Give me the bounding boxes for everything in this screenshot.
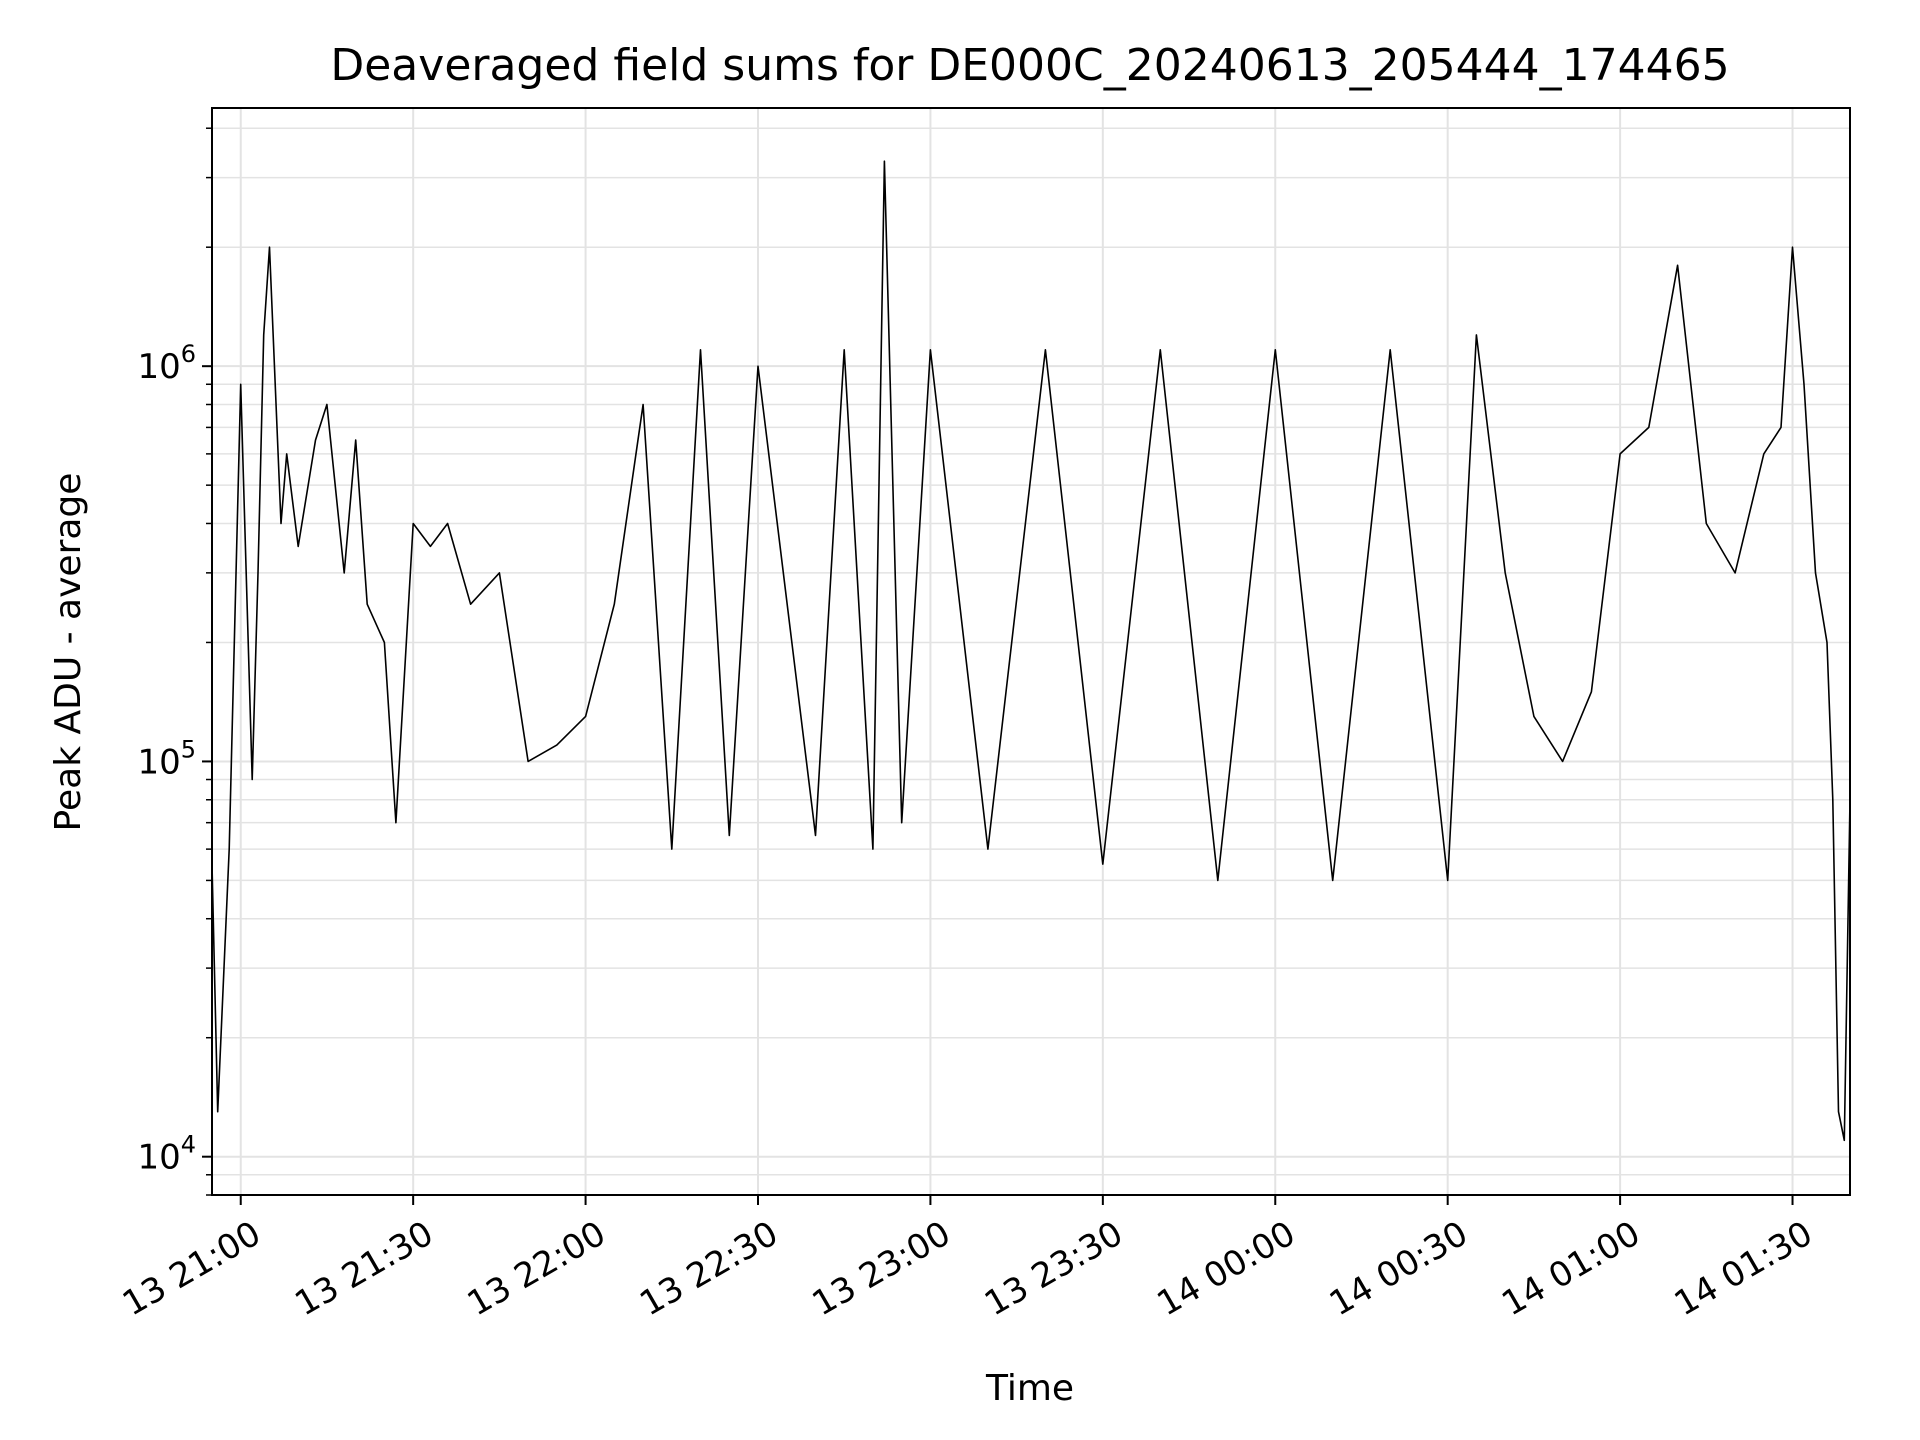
plot-frame xyxy=(211,107,1851,1196)
x-tick-label: 13 23:00 xyxy=(806,1214,958,1325)
y-axis-label: Peak ADU - average xyxy=(48,473,89,832)
series-layer xyxy=(211,160,1851,1142)
y-tick-label: 105 xyxy=(137,735,196,782)
x-tick-label: 14 01:30 xyxy=(1668,1214,1820,1325)
x-tick-label: 13 22:00 xyxy=(461,1214,613,1325)
x-tick-label: 13 21:00 xyxy=(116,1214,268,1325)
x-tick-label: 14 00:00 xyxy=(1150,1214,1302,1325)
x-axis-ticks: 13 21:00 13 21:30 13 22:00 13 22:30 13 23:00… xyxy=(116,1195,1819,1324)
grid-lines xyxy=(212,108,1850,1196)
x-axis-label: Time xyxy=(985,1368,1074,1409)
data-series-line xyxy=(211,160,1851,1142)
y-tick-label: 104 xyxy=(137,1131,196,1178)
y-tick-label: 106 xyxy=(137,340,196,387)
x-tick-label: 13 21:30 xyxy=(288,1214,440,1325)
x-tick-label: 14 00:30 xyxy=(1323,1214,1475,1325)
chart-title: Deaveraged field sums for DE000C_2024061… xyxy=(330,40,1729,91)
x-tick-label: 14 01:00 xyxy=(1495,1214,1647,1325)
x-tick-label: 13 22:30 xyxy=(633,1214,785,1325)
x-tick-label: 13 23:30 xyxy=(978,1214,1130,1325)
y-axis-ticks: 104 105 106 xyxy=(137,127,212,1196)
